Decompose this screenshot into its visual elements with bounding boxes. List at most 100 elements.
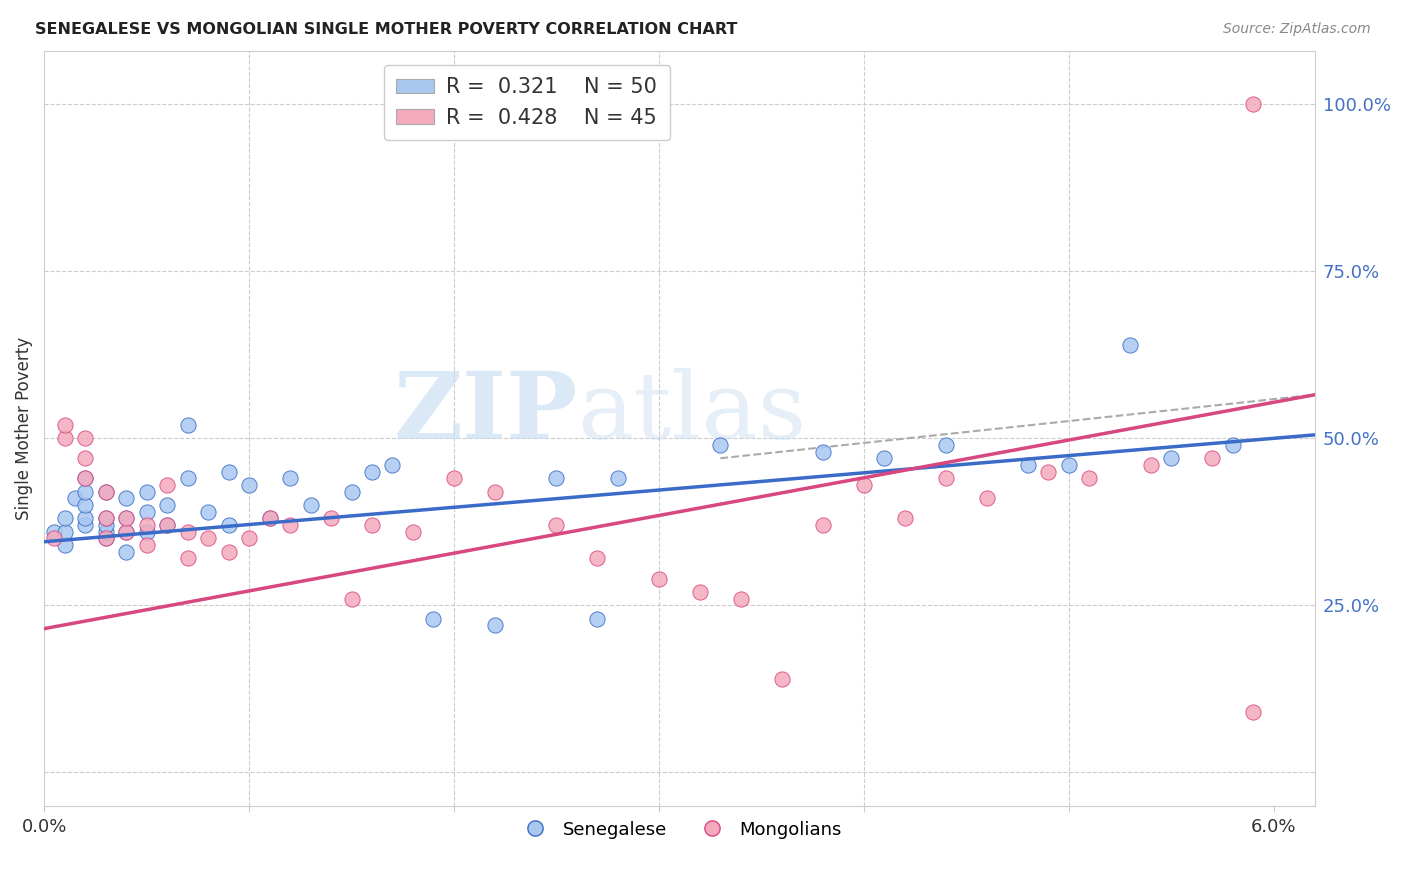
Point bbox=[443, 471, 465, 485]
Point bbox=[278, 471, 301, 485]
Point bbox=[259, 511, 281, 525]
Point bbox=[1119, 337, 1142, 351]
Point bbox=[156, 478, 179, 492]
Point bbox=[1160, 451, 1182, 466]
Point bbox=[156, 518, 179, 533]
Point bbox=[75, 471, 97, 485]
Point bbox=[156, 498, 179, 512]
Point bbox=[606, 471, 628, 485]
Point bbox=[648, 572, 671, 586]
Point bbox=[852, 478, 875, 492]
Point bbox=[730, 591, 752, 606]
Point bbox=[259, 511, 281, 525]
Point bbox=[94, 518, 117, 533]
Point bbox=[218, 465, 240, 479]
Point bbox=[94, 484, 117, 499]
Point bbox=[1057, 458, 1080, 472]
Point bbox=[976, 491, 998, 506]
Point bbox=[1139, 458, 1161, 472]
Point bbox=[299, 498, 322, 512]
Point bbox=[94, 532, 117, 546]
Point bbox=[75, 498, 97, 512]
Point bbox=[935, 438, 957, 452]
Point bbox=[218, 518, 240, 533]
Y-axis label: Single Mother Poverty: Single Mother Poverty bbox=[15, 336, 32, 520]
Point bbox=[115, 524, 138, 539]
Point bbox=[1017, 458, 1039, 472]
Point bbox=[135, 538, 157, 552]
Point bbox=[689, 585, 711, 599]
Point bbox=[1201, 451, 1223, 466]
Point bbox=[94, 524, 117, 539]
Point bbox=[1241, 705, 1264, 719]
Point bbox=[135, 484, 157, 499]
Point bbox=[75, 431, 97, 445]
Point bbox=[75, 451, 97, 466]
Point bbox=[75, 511, 97, 525]
Point bbox=[1222, 438, 1244, 452]
Point bbox=[75, 471, 97, 485]
Point bbox=[53, 511, 76, 525]
Point bbox=[1078, 471, 1101, 485]
Text: atlas: atlas bbox=[578, 368, 807, 458]
Point bbox=[709, 438, 731, 452]
Point bbox=[115, 511, 138, 525]
Point bbox=[176, 471, 198, 485]
Point bbox=[238, 532, 260, 546]
Point bbox=[197, 532, 219, 546]
Point bbox=[484, 618, 506, 632]
Point bbox=[176, 417, 198, 432]
Point bbox=[44, 532, 66, 546]
Point bbox=[44, 524, 66, 539]
Point bbox=[361, 465, 384, 479]
Point bbox=[238, 478, 260, 492]
Point bbox=[770, 672, 793, 686]
Point bbox=[197, 505, 219, 519]
Point bbox=[484, 484, 506, 499]
Point bbox=[278, 518, 301, 533]
Point bbox=[319, 511, 342, 525]
Point bbox=[75, 518, 97, 533]
Point bbox=[135, 518, 157, 533]
Point bbox=[811, 444, 834, 458]
Point bbox=[156, 518, 179, 533]
Text: ZIP: ZIP bbox=[394, 368, 578, 458]
Point bbox=[115, 491, 138, 506]
Point bbox=[381, 458, 404, 472]
Point bbox=[873, 451, 896, 466]
Point bbox=[135, 524, 157, 539]
Point bbox=[218, 545, 240, 559]
Point bbox=[94, 511, 117, 525]
Point bbox=[894, 511, 917, 525]
Text: Source: ZipAtlas.com: Source: ZipAtlas.com bbox=[1223, 22, 1371, 37]
Point bbox=[176, 551, 198, 566]
Point bbox=[586, 612, 609, 626]
Point bbox=[53, 417, 76, 432]
Point bbox=[115, 524, 138, 539]
Point bbox=[53, 524, 76, 539]
Point bbox=[115, 545, 138, 559]
Point bbox=[53, 538, 76, 552]
Point bbox=[546, 518, 568, 533]
Point bbox=[75, 484, 97, 499]
Point bbox=[935, 471, 957, 485]
Point bbox=[811, 518, 834, 533]
Point bbox=[1038, 465, 1060, 479]
Point bbox=[402, 524, 425, 539]
Point bbox=[115, 511, 138, 525]
Point bbox=[176, 524, 198, 539]
Point bbox=[546, 471, 568, 485]
Point bbox=[53, 431, 76, 445]
Point bbox=[340, 484, 363, 499]
Point bbox=[94, 511, 117, 525]
Legend: Senegalese, Mongolians: Senegalese, Mongolians bbox=[510, 814, 849, 846]
Point bbox=[1241, 97, 1264, 112]
Point bbox=[340, 591, 363, 606]
Text: SENEGALESE VS MONGOLIAN SINGLE MOTHER POVERTY CORRELATION CHART: SENEGALESE VS MONGOLIAN SINGLE MOTHER PO… bbox=[35, 22, 738, 37]
Point bbox=[361, 518, 384, 533]
Point bbox=[586, 551, 609, 566]
Point bbox=[94, 484, 117, 499]
Point bbox=[94, 532, 117, 546]
Point bbox=[422, 612, 444, 626]
Point bbox=[135, 505, 157, 519]
